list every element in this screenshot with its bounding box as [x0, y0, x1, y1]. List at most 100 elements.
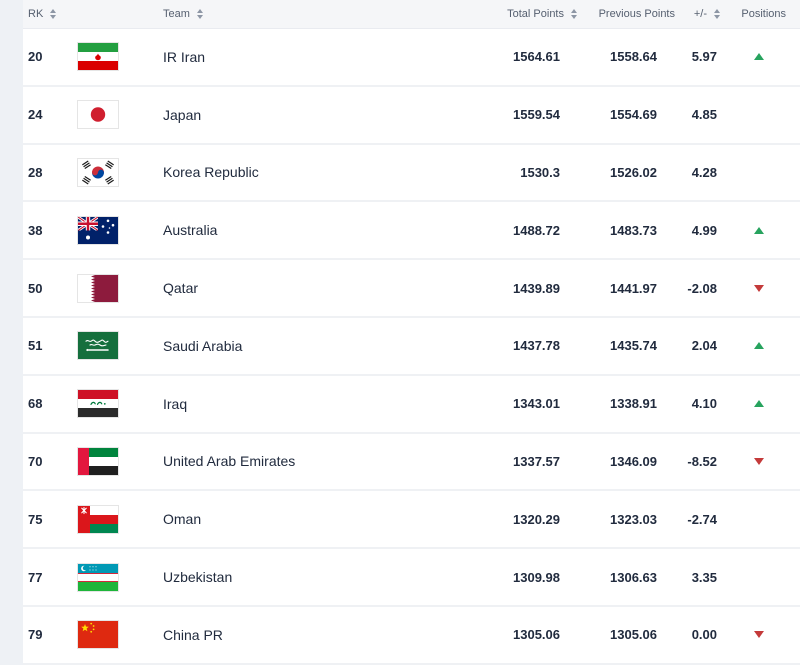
- previous-points-value: 1441.97: [610, 280, 657, 296]
- previous-points-value: 1346.09: [610, 453, 657, 469]
- total-points-value: 1559.54: [513, 107, 560, 123]
- rank-value: 50: [28, 280, 43, 296]
- team-name: Japan: [163, 106, 202, 123]
- change-cell: 2.04: [657, 338, 717, 353]
- change-value: 5.97: [691, 49, 717, 65]
- table-row[interactable]: 70 United Arab Emirates 1337.57 1346.09 -8.5…: [23, 433, 800, 492]
- table-row[interactable]: 77 Uzbekistan 1309.98 1306.63 3.35: [23, 549, 800, 607]
- team-name-cell: United Arab Emirates: [163, 453, 460, 469]
- table-row[interactable]: 68 Iraq 1343.01 1338.91 4.10: [23, 375, 800, 434]
- team-name: Oman: [163, 511, 202, 528]
- flag-china-icon: [78, 621, 118, 649]
- total-points-value: 1564.61: [513, 49, 560, 65]
- table-row[interactable]: 28 Korea Republic 1530.3 1526.02 4.28: [23, 144, 800, 203]
- positions-cell: [717, 342, 800, 350]
- rank-value: 20: [28, 49, 43, 65]
- column-header-previous-points: Previous Points: [577, 8, 675, 20]
- rank-value: 77: [28, 569, 43, 585]
- rank-value: 24: [28, 107, 43, 123]
- previous-points-value: 1483.73: [610, 222, 657, 238]
- column-header-total-points-label: Total Points: [507, 8, 564, 20]
- change-cell: 5.97: [657, 49, 717, 64]
- previous-points-value: 1558.64: [610, 49, 657, 65]
- team-name: IR Iran: [163, 48, 206, 65]
- column-header-team[interactable]: Team: [163, 8, 460, 20]
- table-row[interactable]: 75 Oman 1320.29 1323.03 -2.74: [23, 491, 800, 550]
- positions-cell: [717, 226, 800, 234]
- rank-value: 68: [28, 396, 43, 412]
- rank-cell: 50: [23, 281, 78, 296]
- flag-cell: [78, 216, 163, 244]
- previous-points-cell: 1346.09: [560, 454, 657, 469]
- flag-cell: [78, 274, 163, 302]
- flag-qatar-icon: [78, 274, 118, 302]
- position-up-icon: [753, 53, 764, 61]
- change-value: 2.04: [691, 338, 717, 354]
- column-header-change[interactable]: +/-: [675, 8, 720, 20]
- change-cell: 4.85: [657, 107, 717, 122]
- column-header-positions-label: Positions: [741, 8, 786, 20]
- flag-uzbekistan-icon: [78, 563, 118, 591]
- total-points-cell: 1305.06: [460, 627, 560, 642]
- rank-cell: 38: [23, 223, 78, 238]
- table-row[interactable]: 38 Australia 1488.72 1483.73 4.99: [23, 202, 800, 261]
- total-points-cell: 1320.29: [460, 512, 560, 527]
- rank-cell: 68: [23, 396, 78, 411]
- rank-value: 75: [28, 511, 43, 527]
- positions-cell: [717, 53, 800, 61]
- total-points-cell: 1337.57: [460, 454, 560, 469]
- rank-value: 79: [28, 627, 43, 643]
- rank-cell: 79: [23, 627, 78, 642]
- rank-cell: 75: [23, 512, 78, 527]
- team-name: Australia: [163, 222, 218, 239]
- flag-cell: [78, 563, 163, 591]
- total-points-cell: 1488.72: [460, 223, 560, 238]
- change-value: -2.74: [687, 511, 717, 527]
- column-header-total-points[interactable]: Total Points: [460, 8, 577, 20]
- team-name-cell: Uzbekistan: [163, 569, 460, 585]
- previous-points-value: 1554.69: [610, 107, 657, 123]
- change-cell: 4.10: [657, 396, 717, 411]
- position-down-icon: [753, 631, 764, 639]
- total-points-cell: 1559.54: [460, 107, 560, 122]
- table-row[interactable]: 24 Japan 1559.54 1554.69 4.85: [23, 86, 800, 145]
- sort-icon: [714, 9, 720, 19]
- table-row[interactable]: 79 China PR 1305.06 1305.06 0.00: [23, 606, 800, 665]
- flag-oman-icon: [78, 505, 118, 533]
- table-row[interactable]: 20 IR Iran 1564.61 1558.64 5.97: [23, 29, 800, 87]
- previous-points-value: 1526.02: [610, 164, 657, 180]
- rank-cell: 28: [23, 165, 78, 180]
- change-value: 3.35: [691, 569, 717, 585]
- previous-points-value: 1323.03: [610, 511, 657, 527]
- total-points-value: 1530.3: [520, 164, 560, 180]
- flag-japan-icon: [78, 101, 118, 129]
- table-row[interactable]: 51 Saudi Arabia 1437.78 1435.74 2.04: [23, 317, 800, 376]
- table-row[interactable]: 50 Qatar 1439.89 1441.97 -2.08: [23, 260, 800, 318]
- team-name: Korea Republic: [163, 164, 259, 181]
- rank-cell: 77: [23, 570, 78, 585]
- change-cell: 3.35: [657, 570, 717, 585]
- total-points-cell: 1564.61: [460, 49, 560, 64]
- flag-cell: [78, 447, 163, 475]
- flag-australia-icon: [78, 216, 118, 244]
- flag-korea-icon: [78, 158, 118, 186]
- position-down-icon: [753, 284, 764, 292]
- column-header-rank[interactable]: RK: [23, 8, 78, 20]
- flag-iraq-icon: [78, 390, 118, 418]
- team-name-cell: Japan: [163, 107, 460, 123]
- flag-uae-icon: [78, 447, 118, 475]
- previous-points-cell: 1305.06: [560, 627, 657, 642]
- team-name-cell: Saudi Arabia: [163, 338, 460, 354]
- team-name: Qatar: [163, 280, 199, 297]
- column-header-previous-points-label: Previous Points: [598, 8, 675, 20]
- flag-cell: [78, 101, 163, 129]
- column-header-positions: Positions: [720, 8, 800, 20]
- change-value: 4.99: [691, 222, 717, 238]
- team-name: China PR: [163, 626, 223, 643]
- change-value: 0.00: [691, 627, 717, 643]
- rank-value: 51: [28, 338, 43, 354]
- total-points-value: 1305.06: [513, 627, 560, 643]
- change-value: -2.08: [687, 280, 717, 296]
- position-up-icon: [753, 226, 764, 234]
